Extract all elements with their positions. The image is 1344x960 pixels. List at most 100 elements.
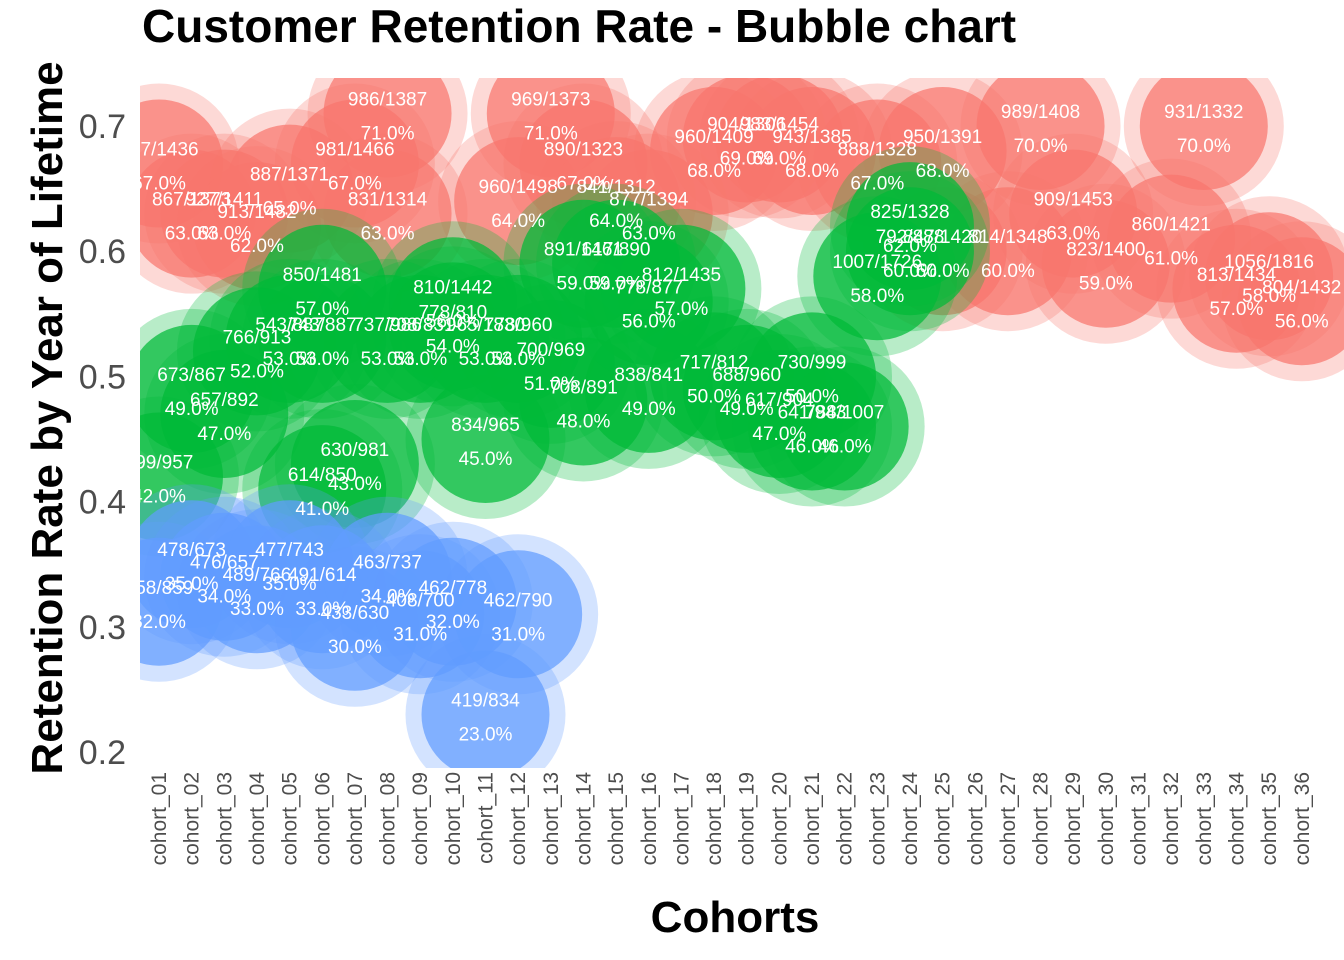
bubble-pct-label: 32.0% xyxy=(132,612,186,633)
bubble-count-label: 804/1432 xyxy=(1262,277,1341,298)
bubble-count-label: 730/999 xyxy=(778,352,847,373)
bubble-count-label: 950/1391 xyxy=(903,127,982,148)
bubble-pct-label: 68.0% xyxy=(916,161,970,182)
bubble-pct-label: 67.0% xyxy=(328,174,382,195)
bubble-count-label: 419/834 xyxy=(451,690,520,711)
x-tick-label: cohort_14 xyxy=(572,772,595,866)
bubble-count-label: 737/986 xyxy=(353,315,422,336)
bubble-count-label: 891/1461 xyxy=(544,240,623,261)
bubble-pct-label: 34.0% xyxy=(361,587,415,608)
y-tick-label: 0.5 xyxy=(79,358,126,396)
bubble-pct-label: 59.0% xyxy=(557,274,611,295)
bubble-pct-label: 56.0% xyxy=(1275,311,1329,332)
x-tick-label: cohort_19 xyxy=(736,772,759,865)
bubble-pct-label: 53.0% xyxy=(459,349,513,370)
x-tick-label: cohort_13 xyxy=(540,772,563,865)
y-tick-label: 0.2 xyxy=(79,734,126,772)
bubble-pct-label: 63.0% xyxy=(1046,224,1100,245)
bubble-pct-label: 42.0% xyxy=(132,487,186,508)
bubble-pct-label: 50.0% xyxy=(785,386,839,407)
x-tick-label: cohort_25 xyxy=(932,772,955,865)
x-tick-label: cohort_33 xyxy=(1193,772,1216,865)
bubble-pct-label: 63.0% xyxy=(361,224,415,245)
bubble-count-label: 478/673 xyxy=(157,540,226,561)
bubble-count-label: 834/965 xyxy=(451,415,520,436)
bubble-count-label: 960/1409 xyxy=(674,127,753,148)
bubble-count-label: 989/1408 xyxy=(1001,102,1080,123)
bubble-pct-label: 64.0% xyxy=(589,211,643,232)
x-tick-label: cohort_08 xyxy=(377,772,400,865)
bubble-count-label: 825/1328 xyxy=(870,202,949,223)
bubble-pct-label: 50.0% xyxy=(687,386,741,407)
y-axis-ticks: 0.2 0.3 0.4 0.5 0.6 0.7 xyxy=(79,108,126,772)
x-tick-label: cohort_11 xyxy=(475,772,498,864)
bubble-count-label: 838/841 xyxy=(614,365,683,386)
bubble-pct-label: 49.0% xyxy=(720,399,774,420)
x-tick-label: cohort_18 xyxy=(703,772,726,865)
bubble-pct-label: 56.0% xyxy=(622,311,676,332)
bubble-count-label: 904/1306 xyxy=(707,115,786,136)
bubble-pct-label: 71.0% xyxy=(361,123,415,144)
bubble-pct-label: 41.0% xyxy=(295,499,349,520)
bubble-pct-label: 31.0% xyxy=(491,624,545,645)
bubble-pct-label: 47.0% xyxy=(752,424,806,445)
chart-title: Customer Retention Rate - Bubble chart xyxy=(142,0,1017,52)
bubble-pct-label: 52.0% xyxy=(230,361,284,382)
bubble-count-label: 673/867 xyxy=(157,365,226,386)
x-tick-label: cohort_05 xyxy=(279,772,302,865)
bubble-count-label: 887/1371 xyxy=(250,165,329,186)
bubble-count-label: 850/1481 xyxy=(283,265,362,286)
bubble xyxy=(290,400,419,529)
bubble-pct-label: 69.0% xyxy=(752,149,806,170)
bubble-pct-label: 59.0% xyxy=(1079,274,1133,295)
bubble-pct-label: 68.0% xyxy=(785,161,839,182)
bubble-count-label: 462/778 xyxy=(419,578,488,599)
bubble-count-label: 986/1387 xyxy=(348,89,427,110)
y-tick-label: 0.7 xyxy=(79,108,126,146)
bubble-count-label: 433/630 xyxy=(321,603,390,624)
bubble-count-label: 927/1411 xyxy=(185,190,263,211)
bubble-count-label: 909/1453 xyxy=(1034,190,1113,211)
bubble-pct-label: 35.0% xyxy=(165,574,219,595)
x-tick-label: cohort_10 xyxy=(442,772,465,865)
bubble-count-label: 867/1373 xyxy=(152,190,231,211)
bubble xyxy=(845,187,974,316)
bubble-count-label: 943/1385 xyxy=(772,127,851,148)
bubble-pct-label: 48.0% xyxy=(557,411,611,432)
bubble-count-label: 814/1348 xyxy=(968,227,1047,248)
bubble-count-label: 476/657 xyxy=(190,553,259,574)
bubble xyxy=(454,550,583,679)
bubble-count-label: 823/1400 xyxy=(1066,240,1145,261)
bubble-pct-label: 67.0% xyxy=(132,174,186,195)
bubble xyxy=(780,362,909,491)
bubble-count-label: 778/877 xyxy=(614,277,683,298)
bubble-pct-label: 49.0% xyxy=(165,399,219,420)
x-tick-label: cohort_29 xyxy=(1062,772,1085,865)
bubble-pct-label: 35.0% xyxy=(263,574,317,595)
bubble-count-label: 688/960 xyxy=(712,365,781,386)
bubble-pct-label: 61.0% xyxy=(1144,249,1198,270)
bubble-pct-label: 56.0% xyxy=(426,311,480,332)
x-tick-label: cohort_36 xyxy=(1291,772,1314,865)
x-tick-label: cohort_01 xyxy=(148,772,171,865)
x-tick-label: cohort_17 xyxy=(670,772,693,865)
bubble-count-label: 888/1328 xyxy=(838,140,917,161)
bubble-pct-label: 62.0% xyxy=(883,236,937,257)
bubble-pct-label: 31.0% xyxy=(393,624,447,645)
bubble xyxy=(1139,78,1268,190)
bubble-pct-label: 53.0% xyxy=(361,349,415,370)
bubble xyxy=(1237,237,1344,366)
x-tick-label: cohort_30 xyxy=(1095,772,1118,865)
bubble-count-label: 967/1436 xyxy=(119,140,198,161)
bubble-count-label: 981/1466 xyxy=(315,140,394,161)
bubble-count-label: 788/1007 xyxy=(805,402,884,423)
x-tick-label: cohort_32 xyxy=(1160,772,1183,865)
bubble-pct-label: 57.0% xyxy=(295,299,349,320)
x-tick-label: cohort_04 xyxy=(246,772,269,866)
x-tick-label: cohort_21 xyxy=(801,772,824,865)
bubble-count-label: 617/890 xyxy=(582,240,651,261)
bubble-count-label: 860/1421 xyxy=(1132,215,1211,236)
bubble-pct-label: 70.0% xyxy=(1177,136,1231,157)
bubble xyxy=(323,78,452,178)
bubble-count-label: 641/943 xyxy=(778,402,847,423)
